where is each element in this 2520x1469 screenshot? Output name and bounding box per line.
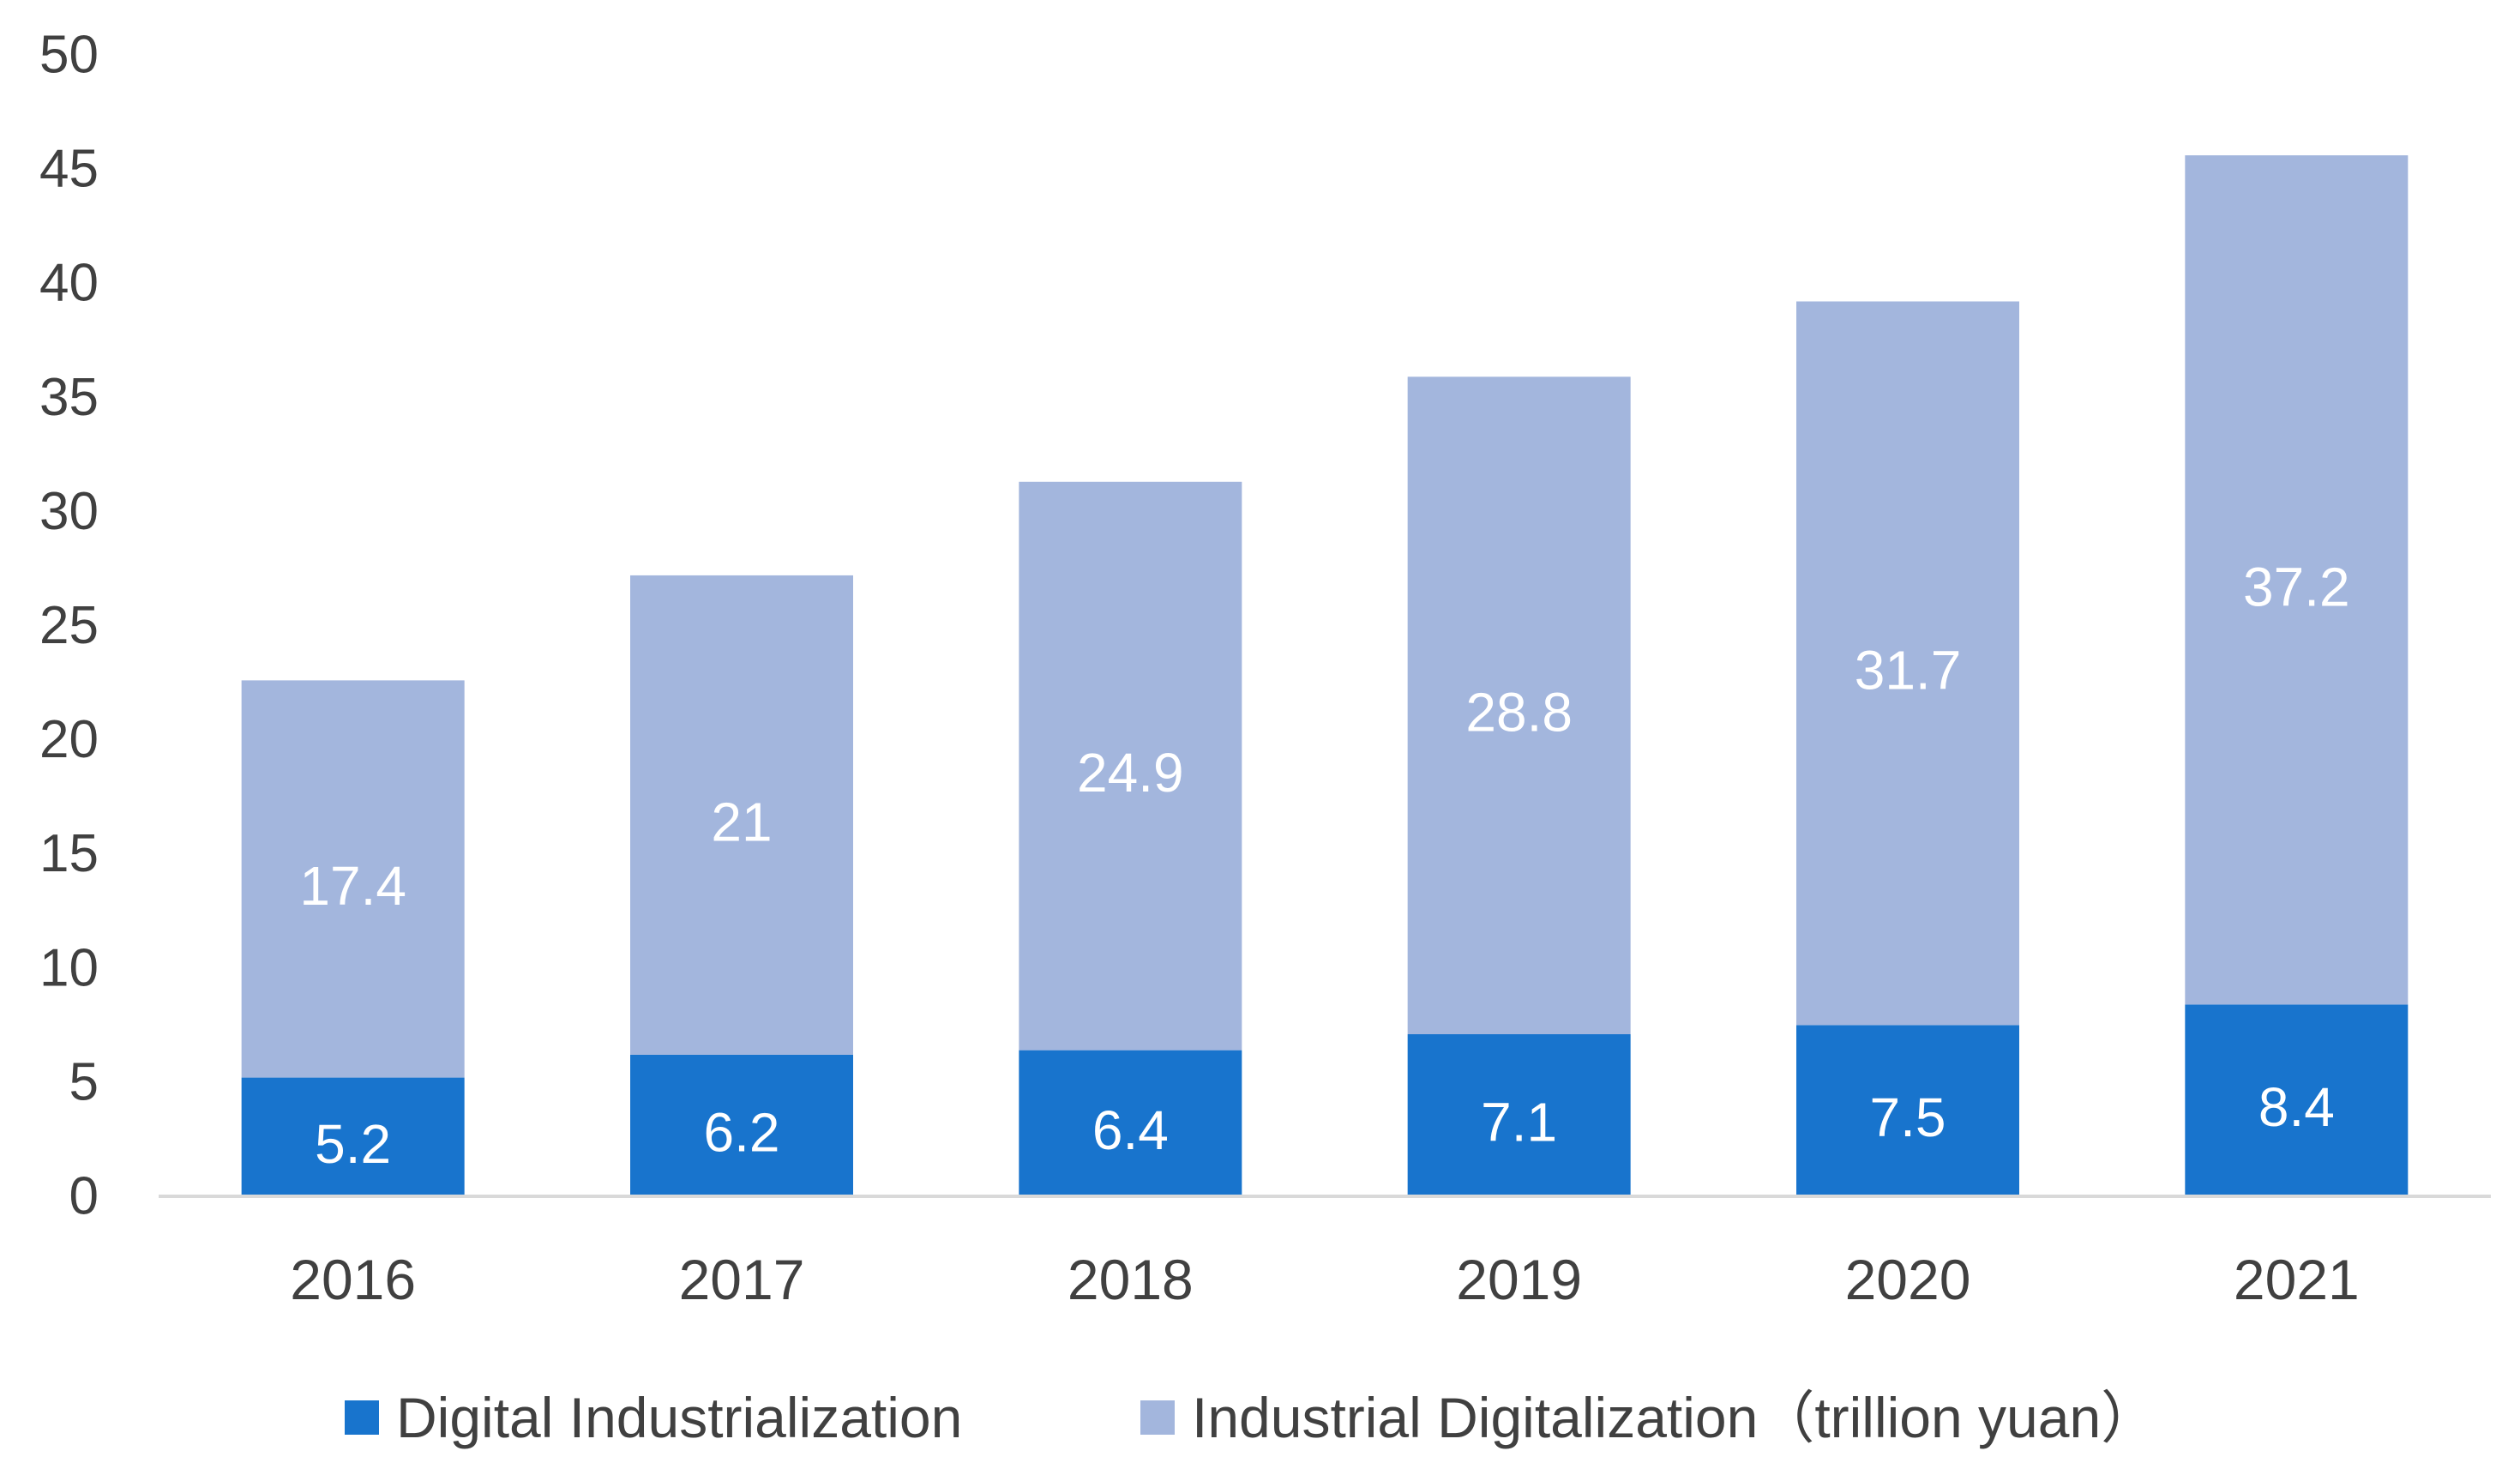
bar-segment-industrial-digitalization — [241, 680, 465, 1078]
bar-segment-industrial-digitalization — [1019, 481, 1242, 1051]
bar-segment-industrial-digitalization — [1796, 301, 2019, 1026]
y-tick-label: 15 — [39, 824, 99, 883]
legend-swatch-digital-industrialization — [345, 1400, 379, 1435]
y-tick-label: 40 — [39, 254, 99, 313]
y-tick-label: 35 — [39, 368, 99, 427]
data-label: 21 — [711, 791, 772, 852]
x-tick-label: 2020 — [1845, 1248, 1971, 1311]
x-tick-label: 2019 — [1456, 1248, 1582, 1311]
data-label: 5.2 — [315, 1113, 391, 1175]
bar-segment-digital-industrialization — [630, 1054, 853, 1196]
y-tick-label: 0 — [69, 1167, 99, 1226]
data-label: 7.5 — [1870, 1087, 1946, 1148]
x-tick-label: 2018 — [1068, 1248, 1194, 1311]
data-label: 6.4 — [1092, 1099, 1169, 1161]
x-tick-label: 2016 — [290, 1248, 416, 1311]
bar-segment-digital-industrialization — [1796, 1025, 2019, 1196]
y-tick-label: 5 — [69, 1052, 99, 1111]
x-tick-label: 2021 — [2234, 1248, 2360, 1311]
bar-segment-industrial-digitalization — [1407, 376, 1631, 1034]
y-tick-label: 30 — [39, 482, 99, 541]
data-label: 6.2 — [704, 1101, 780, 1163]
y-tick-label: 20 — [39, 710, 99, 769]
data-label: 8.4 — [2258, 1076, 2335, 1138]
legend-label-digital-industrialization: Digital Industrialization — [396, 1386, 962, 1449]
y-tick-label: 45 — [39, 140, 99, 199]
bar-segment-digital-industrialization — [2185, 1004, 2409, 1196]
y-tick-label: 50 — [39, 26, 99, 85]
data-label: 7.1 — [1481, 1091, 1557, 1153]
bar-segment-industrial-digitalization — [630, 575, 853, 1055]
bar-segment-digital-industrialization — [1407, 1033, 1631, 1196]
bar-segment-industrial-digitalization — [2185, 155, 2409, 1005]
bar-segment-digital-industrialization — [241, 1077, 465, 1196]
bar-segment-digital-industrialization — [1019, 1050, 1242, 1196]
data-label: 24.9 — [1077, 742, 1184, 804]
y-tick-label: 25 — [39, 596, 99, 655]
data-label: 17.4 — [299, 855, 406, 917]
legend-swatch-industrial-digitalization — [1140, 1400, 1175, 1435]
data-label: 28.8 — [1465, 682, 1573, 744]
x-tick-label: 2017 — [679, 1248, 805, 1311]
legend-label-industrial-digitalization: Industrial Digitalization（trillion yuan） — [1192, 1386, 2157, 1449]
data-label: 31.7 — [1855, 639, 1962, 701]
y-tick-label: 10 — [39, 938, 99, 997]
data-label: 37.2 — [2243, 556, 2350, 617]
